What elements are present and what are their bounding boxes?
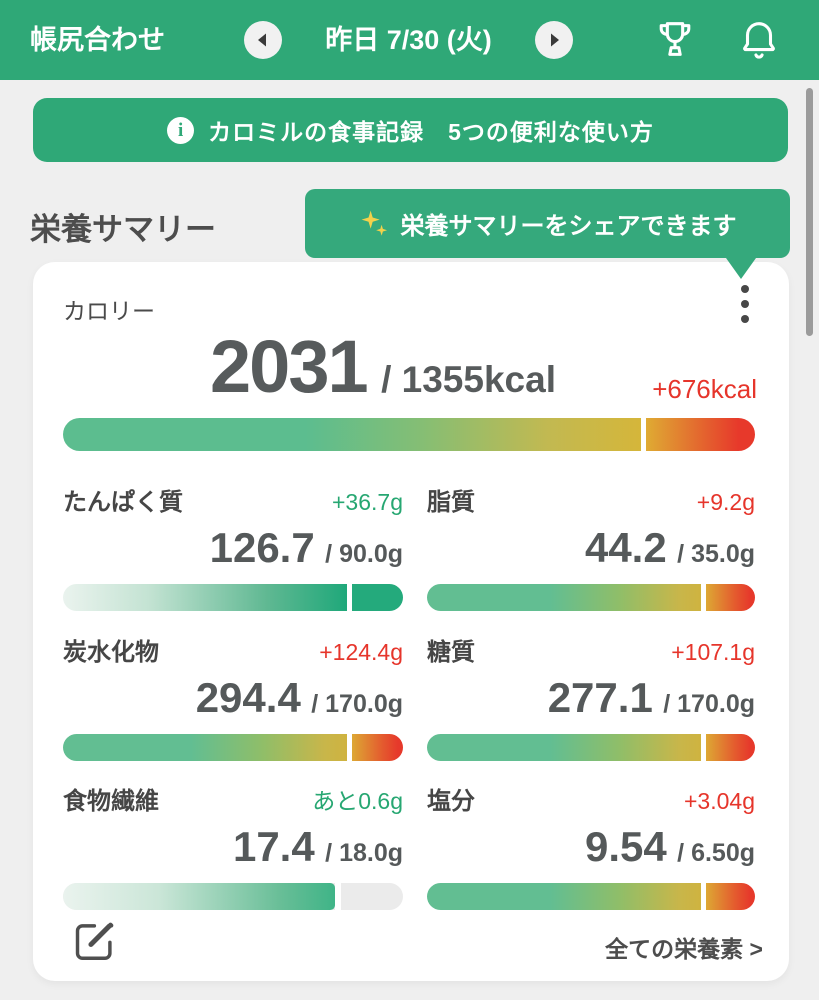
- nutrient-progress-bar: [427, 584, 755, 611]
- app-header: 帳尻合わせ 昨日 7/30 (火): [0, 0, 819, 80]
- nutrient-label: 食物繊維: [63, 788, 159, 815]
- calorie-label: カロリー: [63, 298, 155, 324]
- nutrient-tile-fiber: 食物繊維 あと0.6g 17.4 / 18.0g: [63, 781, 403, 910]
- section-title-nutrition-summary: 栄養サマリー: [30, 212, 216, 247]
- nutrient-label: 脂質: [427, 489, 475, 516]
- nutrition-summary-card: カロリー 2031 / 1355kcal +676kcal たんぱく質 +36.…: [33, 262, 789, 981]
- sparkles-icon: [361, 210, 387, 236]
- kebab-menu-button[interactable]: [729, 280, 761, 328]
- nutrient-target: / 18.0g: [325, 839, 403, 867]
- nutrient-value: 126.7: [209, 524, 315, 571]
- chevron-right-circle-icon: [551, 33, 559, 47]
- nutrient-diff: +107.1g: [671, 639, 755, 665]
- nutrient-target: / 170.0g: [311, 690, 403, 718]
- date-label[interactable]: 昨日 7/30 (火): [325, 25, 492, 55]
- nutrient-tile-sugar: 糖質 +107.1g 277.1 / 170.0g: [427, 632, 755, 761]
- nutrient-label: 塩分: [427, 788, 475, 815]
- calorie-target: / 1355kcal: [381, 359, 556, 400]
- nutrient-value: 294.4: [195, 674, 301, 721]
- nutrient-value: 9.54: [584, 823, 667, 870]
- nutrient-label: 糖質: [427, 639, 475, 666]
- scrollbar-thumb[interactable]: [806, 88, 813, 336]
- nutrient-diff: +124.4g: [319, 639, 403, 665]
- nutrient-progress-bar: [427, 734, 755, 761]
- page-title: 帳尻合わせ: [30, 25, 165, 55]
- info-banner-text: カロミルの食事記録 5つの便利な使い方: [208, 119, 654, 145]
- nutrient-diff: +3.04g: [684, 788, 755, 814]
- nutrient-progress-bar: [427, 883, 755, 910]
- nutrient-target: / 6.50g: [677, 839, 755, 867]
- calorie-bar-main-segment: [63, 418, 641, 451]
- nutrient-tile-carbohydrate: 炭水化物 +124.4g 294.4 / 170.0g: [63, 632, 403, 761]
- nutrient-target: / 170.0g: [663, 690, 755, 718]
- nutrient-label: たんぱく質: [63, 489, 183, 516]
- nutrient-target: / 35.0g: [677, 540, 755, 568]
- nutrient-target: / 90.0g: [325, 540, 403, 568]
- trophy-icon: [659, 22, 691, 56]
- kebab-menu-icon: [741, 285, 749, 293]
- share-tooltip-text: 栄養サマリーをシェアできます: [400, 213, 737, 240]
- calorie-value: 2031: [210, 325, 369, 408]
- calorie-value-row: 2031 / 1355kcal: [33, 324, 733, 409]
- nutrient-progress-bar: [63, 584, 403, 611]
- next-day-button[interactable]: [535, 21, 573, 59]
- prev-day-button[interactable]: [244, 21, 282, 59]
- calorie-progress-bar: [63, 418, 755, 451]
- trophy-button[interactable]: [652, 17, 698, 63]
- nutrient-tile-fat: 脂質 +9.2g 44.2 / 35.0g: [427, 482, 755, 611]
- calorie-diff: +676kcal: [652, 374, 757, 404]
- chevron-left-circle-icon: [258, 33, 266, 47]
- nutrient-diff: +36.7g: [332, 489, 403, 515]
- bell-icon: [743, 22, 775, 59]
- edit-record-button[interactable]: [71, 918, 117, 964]
- nutrient-value: 277.1: [547, 674, 653, 721]
- nutrient-label: 炭水化物: [63, 639, 159, 666]
- nutrient-diff: あと0.6g: [312, 788, 403, 814]
- nutrient-value: 17.4: [232, 823, 315, 870]
- nutrient-progress-bar: [63, 883, 403, 910]
- nutrient-tile-salt: 塩分 +3.04g 9.54 / 6.50g: [427, 781, 755, 910]
- nutrient-diff: +9.2g: [696, 489, 755, 515]
- nutrient-progress-bar: [63, 734, 403, 761]
- bell-button[interactable]: [736, 17, 782, 63]
- info-banner[interactable]: i カロミルの食事記録 5つの便利な使い方: [33, 98, 788, 162]
- all-nutrients-link[interactable]: 全ての栄養素 >: [605, 930, 763, 964]
- share-tooltip[interactable]: 栄養サマリーをシェアできます: [305, 189, 790, 279]
- nutrient-value: 44.2: [584, 524, 667, 571]
- calorie-bar-over-segment: [645, 418, 755, 451]
- edit-compose-icon: [75, 922, 114, 960]
- tooltip-tail: [726, 258, 756, 279]
- info-icon: i: [167, 116, 195, 144]
- nutrient-tile-protein: たんぱく質 +36.7g 126.7 / 90.0g: [63, 482, 403, 611]
